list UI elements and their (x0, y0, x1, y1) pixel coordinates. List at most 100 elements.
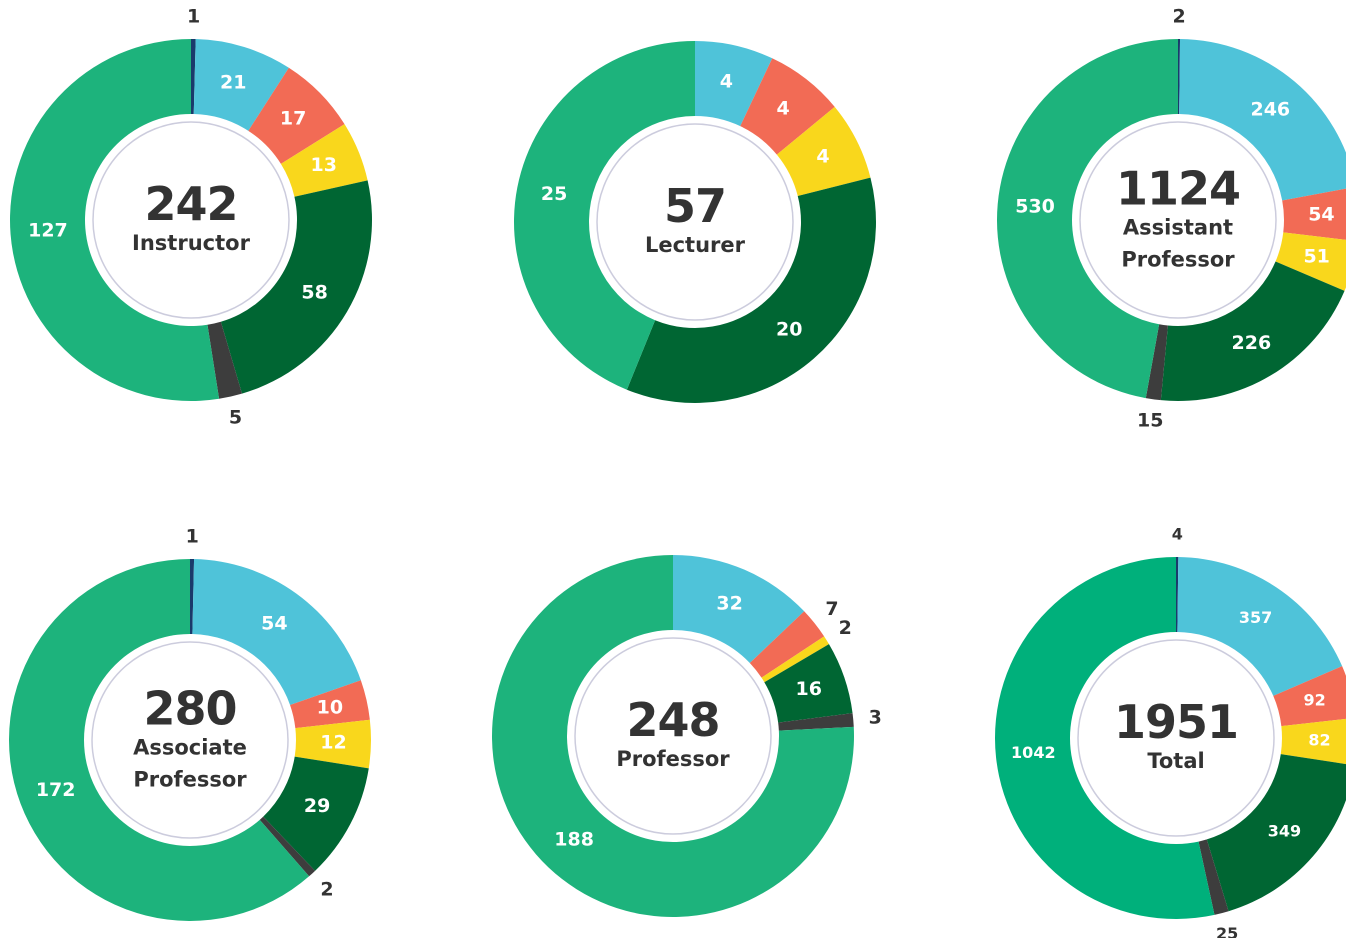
donut-segment (207, 321, 242, 399)
segment-label: 13 (311, 154, 337, 176)
chart-title: Professor (616, 747, 730, 772)
segment-label: 2 (839, 617, 852, 639)
segment-label: 25 (1216, 924, 1238, 938)
segment-label: 2 (1173, 6, 1186, 28)
donut-segment (191, 39, 196, 115)
center-ring (596, 123, 794, 321)
center-label: 1951 Total (1091, 698, 1261, 778)
segment-label: 82 (1308, 730, 1330, 749)
donut-segment (776, 106, 871, 196)
donut-segment (1206, 754, 1346, 912)
segment-label: 54 (261, 612, 287, 634)
donut-segment (626, 177, 876, 403)
center-label: 1124 Assistant Professor (1093, 164, 1263, 275)
segment-label: 15 (1137, 410, 1163, 432)
segment-label: 54 (1308, 204, 1334, 226)
donut-segment (190, 559, 195, 635)
segment-label: 4 (777, 97, 790, 119)
segment-label: 20 (776, 319, 802, 341)
total-value: 242 (144, 177, 238, 232)
segment-label: 16 (796, 678, 822, 700)
donut-segment (673, 555, 805, 663)
segment-label: 4 (1172, 525, 1183, 544)
segment-label: 2 (320, 878, 333, 900)
center-ring (92, 121, 290, 319)
total-value: 57 (663, 179, 727, 234)
center-label: 57 Lecturer (610, 182, 780, 262)
donut-segment (1280, 718, 1346, 765)
segment-label: 246 (1250, 99, 1290, 121)
donut-segment (8, 559, 310, 922)
segment-label: 357 (1239, 608, 1272, 627)
segment-label: 188 (554, 829, 594, 851)
segment-label: 21 (220, 71, 246, 93)
segment-label: 58 (301, 281, 327, 303)
segment-label: 1042 (1011, 743, 1056, 762)
donut-segment (492, 555, 854, 918)
segment-label: 4 (720, 70, 733, 92)
donut-segment (290, 680, 370, 729)
segment-label: 226 (1232, 332, 1272, 354)
chart-title: Total (1147, 749, 1205, 774)
segment-label: 51 (1303, 245, 1329, 267)
donut-segment (761, 636, 829, 683)
segment-label: 3 (869, 707, 882, 729)
segment-label: 1 (187, 6, 200, 28)
donut-segment (997, 39, 1178, 399)
donut-segment (1282, 188, 1346, 240)
center-ring (1077, 639, 1275, 837)
segment-label: 17 (280, 108, 306, 130)
segment-label: 1 (186, 526, 199, 548)
donut-segment (1145, 324, 1168, 401)
donut-segment (749, 611, 825, 678)
donut-segment (294, 719, 371, 769)
donut-segment (514, 41, 695, 390)
donut-segment (220, 180, 373, 394)
total-value: 1951 (1113, 695, 1239, 750)
donut-segment (193, 39, 289, 131)
center-label: 280 Associate Professor (105, 684, 275, 795)
donut-segment (192, 559, 361, 705)
chart-title: Assistant Professor (1121, 215, 1235, 272)
donut-segment (1275, 232, 1346, 291)
center-ring (91, 641, 289, 839)
segment-label: 172 (36, 779, 76, 801)
segment-label: 7 (825, 598, 838, 620)
segment-label: 32 (716, 593, 742, 615)
donut-segment (695, 41, 773, 127)
total-value: 248 (626, 693, 720, 748)
segment-label: 92 (1304, 691, 1326, 710)
chart-title: Instructor (132, 231, 250, 256)
segment-label: 10 (317, 697, 343, 719)
donut-segment (764, 644, 853, 723)
segment-label: 25 (541, 183, 567, 205)
center-ring (574, 637, 772, 835)
donut-segment (1160, 261, 1345, 401)
donut-segment (1179, 39, 1346, 201)
segment-label: 530 (1015, 196, 1055, 218)
donut-segment (263, 756, 369, 871)
donut-segment (1273, 666, 1346, 727)
segment-label: 127 (28, 220, 68, 242)
donut-segment (778, 713, 854, 731)
donut-segment (259, 816, 316, 877)
donut-segment (280, 124, 368, 197)
segment-label: 29 (304, 795, 330, 817)
center-ring (1079, 121, 1277, 319)
total-value: 1124 (1115, 161, 1241, 216)
donut-segment (740, 58, 835, 155)
donut-segment (1178, 39, 1181, 115)
total-value: 280 (143, 681, 237, 736)
donut-segment (995, 557, 1215, 919)
segment-label: 5 (229, 407, 242, 429)
donut-segment (1177, 557, 1343, 696)
segment-label: 4 (816, 146, 829, 168)
segment-label: 12 (320, 732, 346, 754)
segment-label: 349 (1268, 821, 1301, 840)
center-label: 248 Professor (588, 696, 758, 776)
donut-segment (1176, 557, 1179, 633)
donut-segment (1198, 839, 1229, 915)
donut-segment (10, 39, 220, 401)
